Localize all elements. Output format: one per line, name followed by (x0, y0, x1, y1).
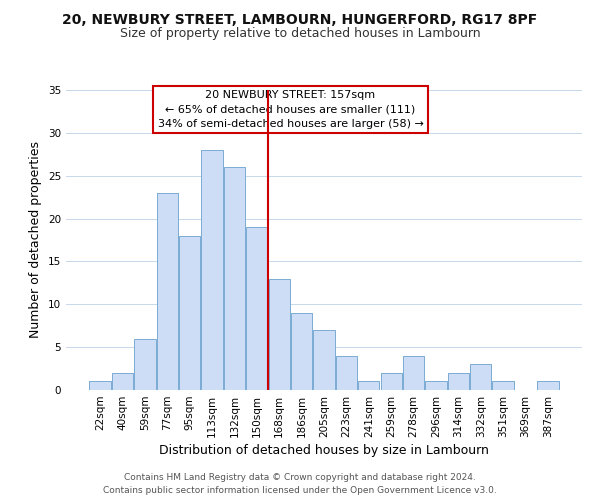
Bar (269, 278, 290, 390)
Bar (134, 338, 155, 390)
Bar (89, 382, 111, 390)
Text: 20, NEWBURY STREET, LAMBOURN, HUNGERFORD, RG17 8PF: 20, NEWBURY STREET, LAMBOURN, HUNGERFORD… (62, 12, 538, 26)
Text: 20 NEWBURY STREET: 157sqm
← 65% of detached houses are smaller (111)
34% of semi: 20 NEWBURY STREET: 157sqm ← 65% of detac… (158, 90, 424, 129)
Bar (380, 373, 402, 390)
Bar (224, 167, 245, 390)
Text: Contains HM Land Registry data © Crown copyright and database right 2024.: Contains HM Land Registry data © Crown c… (124, 472, 476, 482)
Bar (358, 382, 379, 390)
Text: Size of property relative to detached houses in Lambourn: Size of property relative to detached ho… (119, 28, 481, 40)
Bar (246, 227, 268, 390)
Bar (493, 382, 514, 390)
Bar (291, 313, 312, 390)
Bar (403, 356, 424, 390)
Bar (448, 373, 469, 390)
Bar (313, 330, 335, 390)
Text: Contains public sector information licensed under the Open Government Licence v3: Contains public sector information licen… (103, 486, 497, 495)
Bar (537, 382, 559, 390)
Y-axis label: Number of detached properties: Number of detached properties (29, 142, 43, 338)
Bar (470, 364, 491, 390)
X-axis label: Distribution of detached houses by size in Lambourn: Distribution of detached houses by size … (159, 444, 489, 457)
Bar (157, 193, 178, 390)
Bar (425, 382, 446, 390)
Bar (202, 150, 223, 390)
Bar (336, 356, 357, 390)
Bar (112, 373, 133, 390)
Bar (179, 236, 200, 390)
